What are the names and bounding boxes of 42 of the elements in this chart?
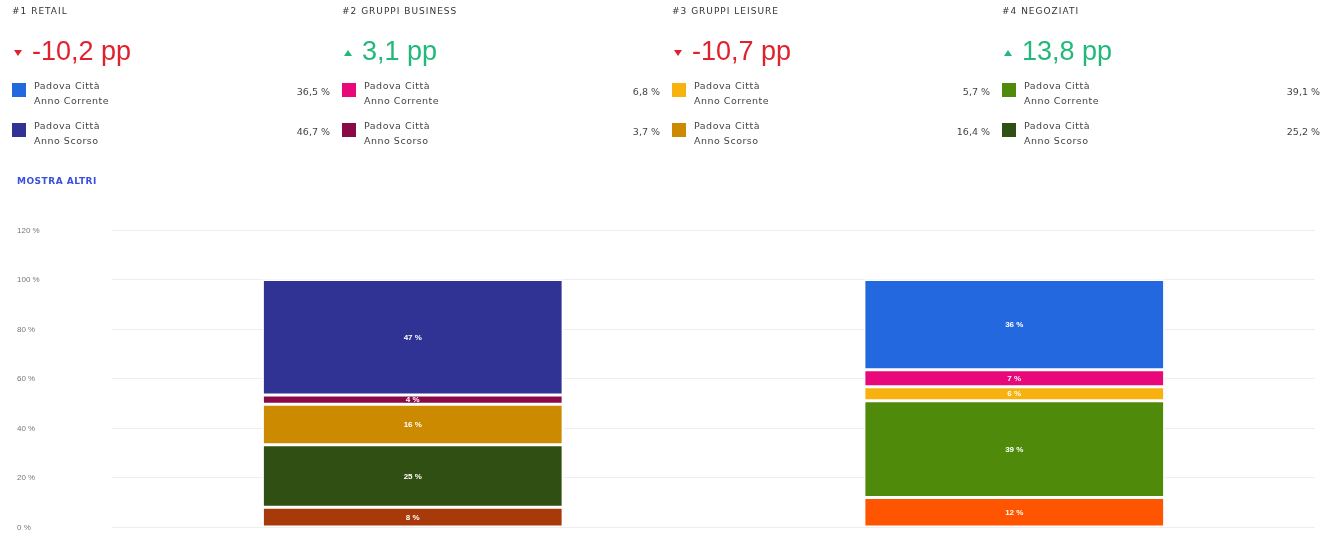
y-tick-label: 120 % (17, 225, 40, 235)
data-label: 6 % (1007, 389, 1022, 399)
category-label: Padova Città Anno Scorso (34, 119, 101, 148)
data-label: 7 % (1007, 373, 1022, 383)
data-label: 4 % (405, 395, 420, 405)
category-label: Padova Città Anno Scorso (694, 119, 761, 148)
category-label: Padova Città Anno Scorso (1024, 119, 1091, 148)
y-tick-label: 60 % (17, 374, 36, 383)
data-label: 36 % (1005, 320, 1024, 330)
text: -10,7 pp (692, 36, 792, 67)
text: 3,1 pp (362, 36, 438, 67)
y-tick-label: 100 % (17, 275, 40, 284)
data-label: 12 % (1005, 507, 1024, 517)
text: 13,8 pp (1022, 36, 1113, 67)
text: #1 RETAIL (12, 6, 68, 16)
data-label: 39,1 % (1286, 86, 1320, 97)
text: #2 GRUPPI BUSINESS (342, 6, 458, 16)
data-label: 36,5 % (296, 86, 330, 97)
category-label: Padova Città Anno Scorso (364, 119, 431, 148)
y-tick-label: 40 % (17, 423, 36, 433)
text: #4 NEGOZIATI (1002, 6, 1080, 16)
data-label: 5,7 % (962, 86, 990, 97)
data-label: 25,2 % (1286, 126, 1320, 137)
category-label: Padova Città Anno Corrente (364, 79, 441, 108)
data-label: 25 % (403, 471, 422, 481)
data-label: 3,7 % (632, 126, 660, 137)
text: #3 GRUPPI LEISURE (672, 6, 779, 16)
category-label: Padova Città Anno Corrente (1024, 79, 1101, 108)
data-label: 47 % (403, 332, 422, 342)
text: -10,2 pp (32, 36, 132, 67)
text: MOSTRA ALTRI (17, 176, 97, 186)
data-label: 39 % (1005, 444, 1024, 454)
data-label: 6,8 % (632, 86, 660, 97)
data-label: 16 % (403, 420, 422, 430)
data-label: 8 % (405, 512, 420, 522)
data-label: 46,7 % (296, 126, 330, 137)
y-tick-label: 20 % (17, 473, 36, 482)
category-label: Padova Città Anno Corrente (34, 79, 111, 108)
y-tick-label: 80 % (17, 324, 36, 334)
y-tick-label: 0 % (17, 522, 31, 532)
data-label: 16,4 % (956, 126, 990, 137)
category-label: Padova Città Anno Corrente (694, 79, 771, 108)
